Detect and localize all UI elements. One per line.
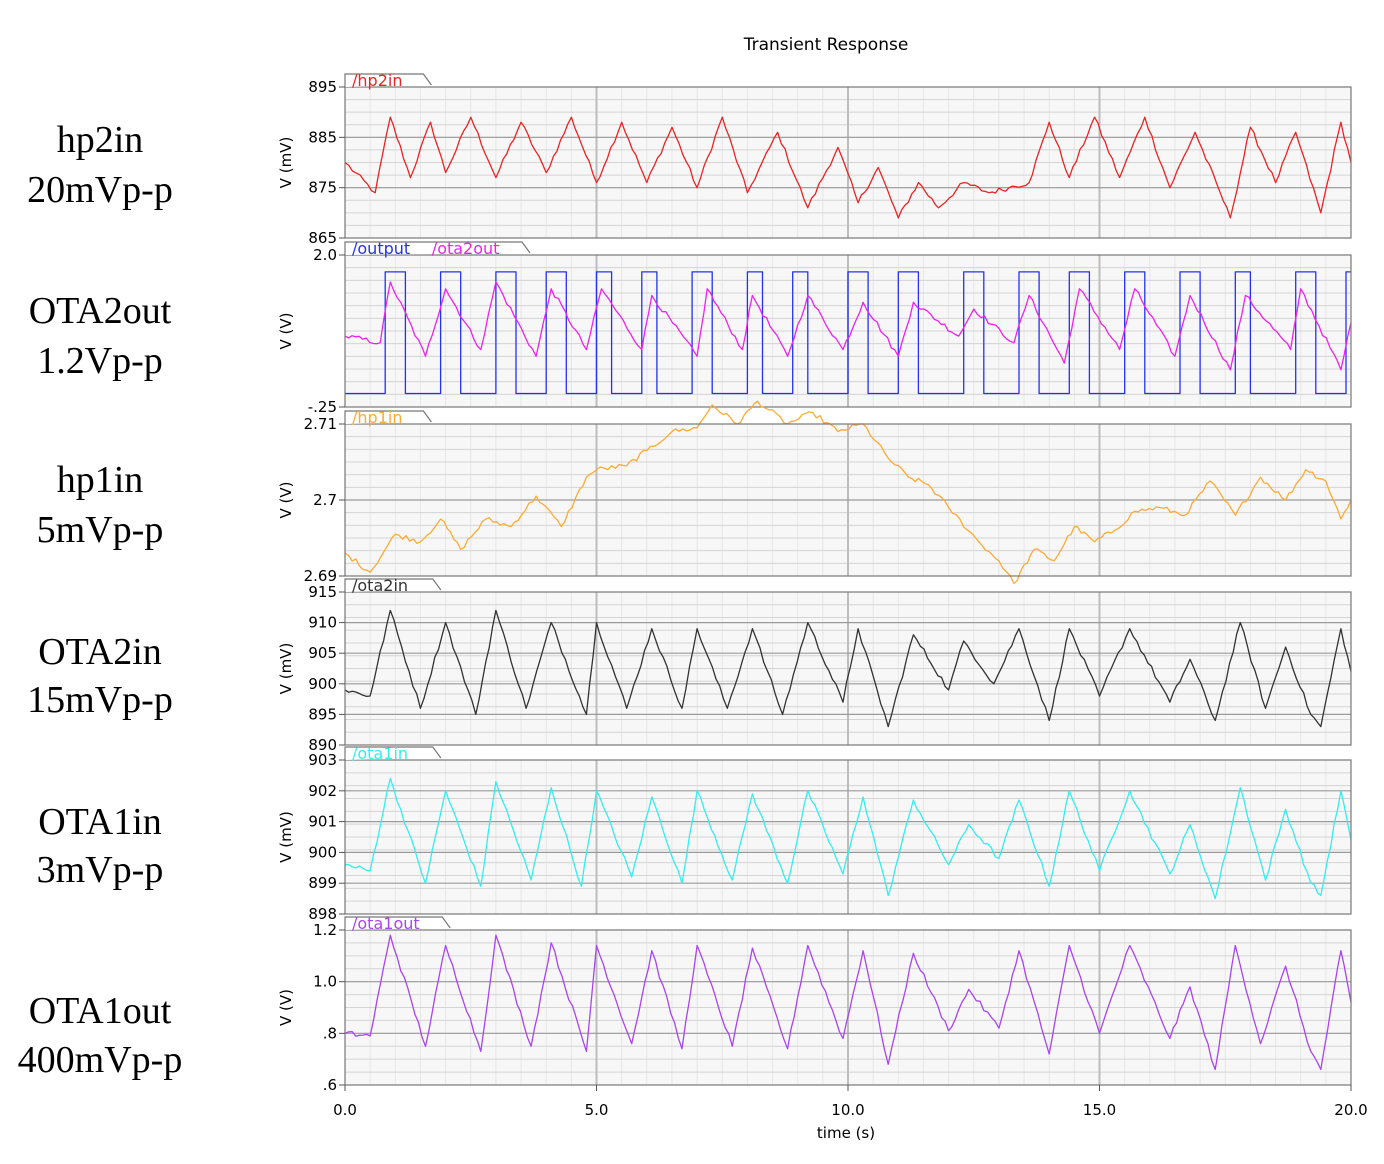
side-label-line1: OTA2in (38, 631, 162, 673)
panel-1: /hp2in 865 875 885 895 V (mV) (277, 71, 1352, 247)
plot-frame (344, 591, 1352, 746)
side-label-line2: 1.2Vp-p (37, 340, 163, 382)
chart-title: Transient Response (743, 35, 909, 55)
y-tick-label: 905 (308, 644, 337, 662)
side-label-line2: 15mVp-p (27, 679, 173, 721)
panel-2: /output/ota2out 2.0 -.25 V (V) (277, 239, 1352, 416)
side-label-line1: hp2in (57, 119, 144, 161)
side-label-line2: 20mVp-p (27, 169, 173, 211)
y-axis-label: V (V) (277, 482, 295, 519)
y-tick-label: 865 (308, 229, 337, 247)
panel-5: /ota1in 898 899 900 901 902 903 V (mV) (277, 744, 1352, 923)
y-tick-label: 910 (308, 614, 337, 632)
y-tick-label: 900 (308, 843, 337, 861)
y-tick-label: 1.2 (313, 921, 337, 939)
legend-tab (344, 578, 442, 592)
x-tick-label: 10.0 (831, 1101, 864, 1119)
legend-tab (344, 916, 451, 930)
y-tick-label: 902 (308, 782, 337, 800)
y-axis-label: V (mV) (277, 811, 295, 863)
side-label-line2: 3mVp-p (37, 849, 164, 891)
series-line (344, 934, 1352, 1071)
y-tick-label: 903 (308, 751, 337, 769)
legend-tab (344, 746, 442, 760)
legend-entry: /output (352, 239, 410, 258)
plot-frame (344, 86, 1352, 239)
side-label-line1: OTA2out (29, 290, 172, 332)
y-tick-label: 2.69 (304, 567, 337, 585)
panel-6: /ota1out .6 .8 1.0 1.2 V (V) (277, 914, 1352, 1094)
y-tick-label: 875 (308, 179, 337, 197)
y-tick-label: 885 (308, 128, 337, 146)
x-axis-label: time (s) (817, 1124, 875, 1142)
y-tick-label: 915 (308, 583, 337, 601)
y-axis-label: V (V) (277, 989, 295, 1026)
legend-entry: /ota2out (432, 239, 500, 258)
panels: /hp2in 865 875 885 895 V (mV) /output/ota2out 2… (277, 71, 1352, 1094)
y-tick-label: 900 (308, 675, 337, 693)
y-tick-label: .6 (323, 1076, 337, 1094)
series-line (344, 777, 1352, 900)
side-labels: hp2in 20mVp-p OTA2out 1.2Vp-p hp1in 5mVp-p OTA… (18, 119, 183, 1081)
y-tick-label: -.25 (308, 398, 337, 416)
legend-tab (344, 410, 432, 424)
x-axis: 0.0 5.0 10.0 15.0 20.0 (333, 1085, 1368, 1119)
x-tick-label: 20.0 (1334, 1101, 1367, 1119)
panel-3: /hp1in 2.69 2.7 2.71 V (V) (277, 400, 1352, 585)
x-tick-label: 0.0 (333, 1101, 357, 1119)
side-label-line1: OTA1out (29, 990, 172, 1032)
legend-tab (344, 241, 531, 255)
side-label-line1: hp1in (57, 459, 144, 501)
y-tick-label: 899 (308, 874, 337, 892)
series-line (345, 271, 1351, 395)
legend-entry: /ota1in (352, 744, 408, 763)
y-tick-label: 895 (308, 705, 337, 723)
y-tick-label: 1.0 (313, 973, 337, 991)
series-line (344, 609, 1352, 728)
series-line (344, 400, 1352, 585)
panel-4: /ota2in 890 895 900 905 910 915 V (mV) (277, 576, 1352, 754)
x-tick-label: 15.0 (1083, 1101, 1116, 1119)
y-tick-label: .8 (323, 1024, 337, 1042)
side-label-line2: 400mVp-p (18, 1039, 183, 1081)
plot-frame (344, 759, 1352, 915)
side-label-line2: 5mVp-p (37, 509, 164, 551)
series-line (344, 116, 1352, 219)
legend-entry: /ota2in (352, 576, 408, 595)
y-tick-label: 2.0 (313, 246, 337, 264)
legend-entry: /ota1out (352, 914, 420, 933)
legend-tab (344, 73, 432, 87)
y-tick-label: 901 (308, 813, 337, 831)
series-line (344, 281, 1352, 371)
y-axis-label: V (V) (277, 313, 295, 350)
y-tick-label: 895 (308, 78, 337, 96)
side-label-line1: OTA1in (38, 801, 162, 843)
y-axis-label: V (mV) (277, 643, 295, 695)
legend-entry: /hp1in (352, 408, 402, 427)
y-tick-label: 2.7 (313, 491, 337, 509)
y-axis-label: V (mV) (277, 137, 295, 189)
y-tick-label: 2.71 (304, 415, 337, 433)
x-tick-label: 5.0 (585, 1101, 609, 1119)
y-tick-label: 898 (308, 905, 337, 923)
legend-entry: /hp2in (352, 71, 402, 90)
y-tick-label: 890 (308, 736, 337, 754)
plot-frame (344, 254, 1352, 408)
